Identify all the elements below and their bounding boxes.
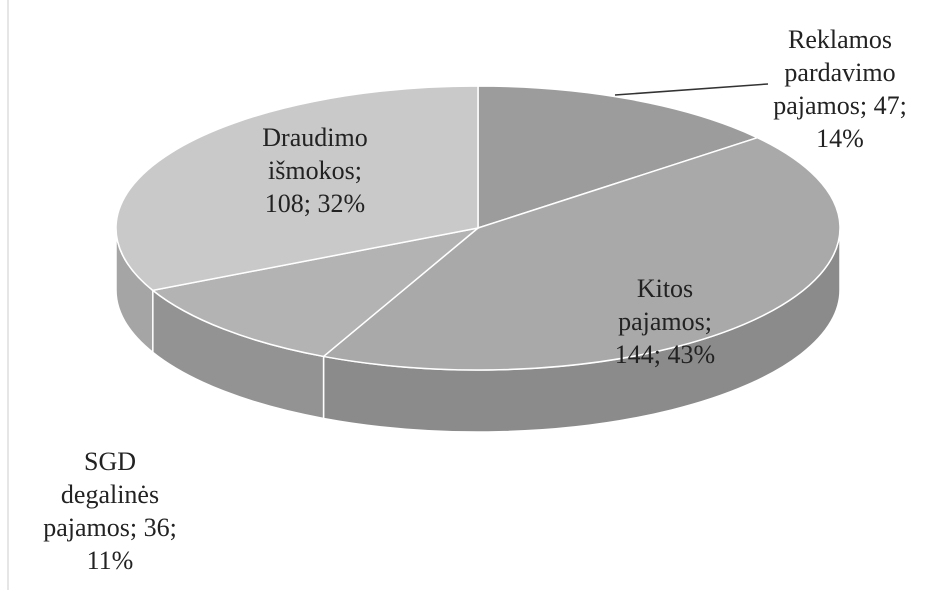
data-label: SGD degalinės pajamos; 36; 11%	[43, 447, 177, 575]
slice	[151, 227, 479, 358]
data-label: Draudimo išmokos; 108; 32%	[262, 123, 367, 218]
slice	[321, 136, 841, 371]
slice	[477, 85, 760, 230]
data-label: Kitos pajamos; 144; 43%	[615, 274, 715, 369]
data-label: Reklamos pardavimo pajamos; 47; 14%	[773, 25, 907, 153]
slice	[115, 85, 479, 292]
leader-line	[614, 83, 769, 96]
